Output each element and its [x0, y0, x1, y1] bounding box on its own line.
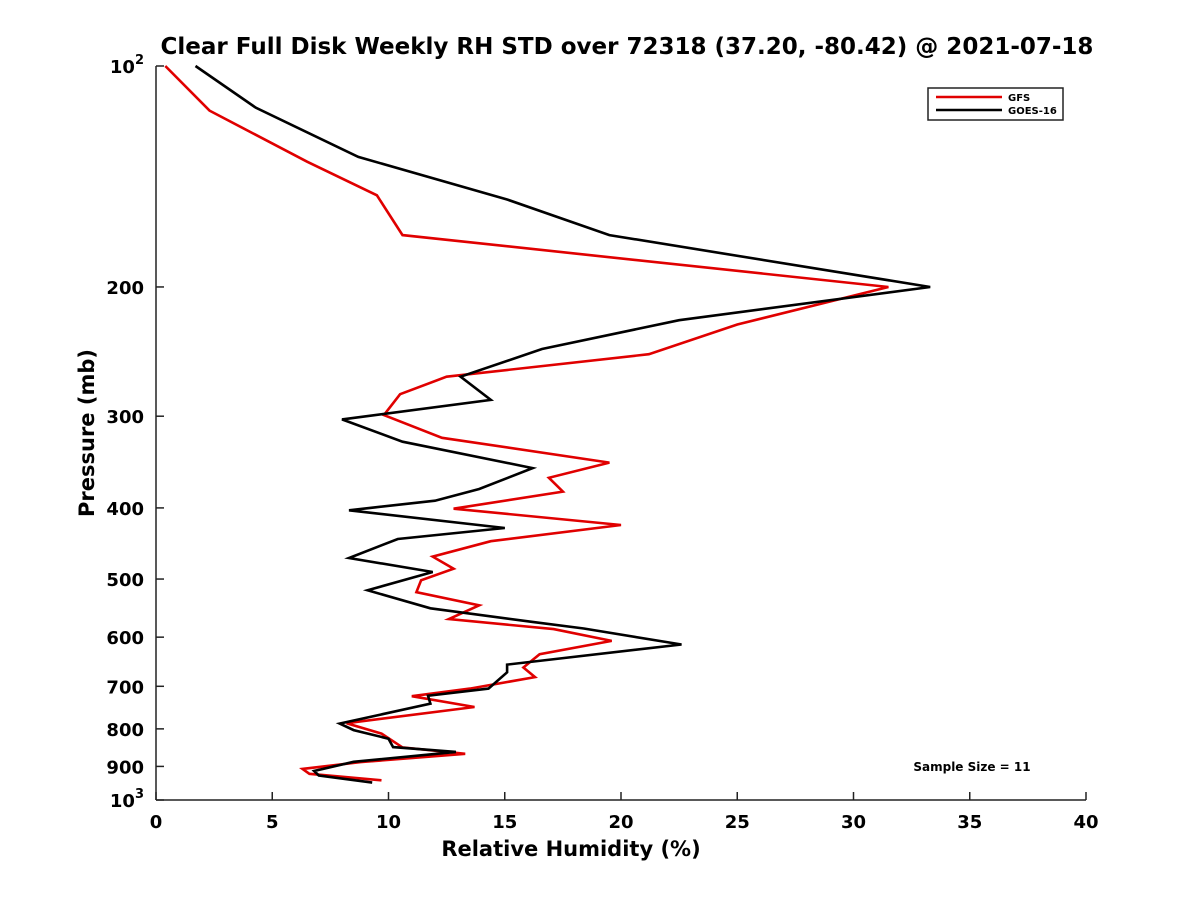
series-layer	[164, 64, 931, 784]
y-tick-label: 103	[110, 787, 144, 812]
series-line-goes-16	[194, 64, 931, 784]
y-tick-label: 400	[106, 499, 144, 520]
y-tick-label: 500	[106, 570, 144, 591]
legend-box	[927, 87, 1064, 121]
x-tick-label: 35	[957, 812, 982, 833]
series-line-gfs	[164, 65, 889, 782]
y-tick-label: 700	[106, 677, 144, 698]
legend: GFS GOES-16	[927, 87, 1064, 121]
y-tick-label: 102	[110, 53, 144, 78]
y-tick-label: 600	[106, 628, 144, 649]
x-tick-label: 25	[725, 812, 750, 833]
y-tick-label: 900	[106, 757, 144, 778]
x-tick-label: 40	[1073, 812, 1098, 833]
chart-title: Clear Full Disk Weekly RH STD over 72318…	[161, 34, 1094, 60]
y-tick-label: 800	[106, 720, 144, 741]
legend-label-gfs: GFS	[1008, 93, 1030, 104]
y-axis-label: Pressure (mb)	[75, 349, 99, 517]
legend-label-goes-16: GOES-16	[1008, 106, 1057, 117]
sample-size-annotation: Sample Size = 11	[913, 760, 1030, 774]
x-tick-label: 15	[492, 812, 517, 833]
y-tick-label: 300	[106, 407, 144, 428]
x-tick-label: 5	[266, 812, 279, 833]
axes-layer: 0 5 10 15 20 25 30 35 40 102 200 300 400 500 600 700 800…	[106, 53, 1098, 833]
x-tick-label: 0	[150, 812, 163, 833]
x-tick-label: 30	[841, 812, 866, 833]
x-tick-label: 20	[608, 812, 633, 833]
x-axis-label: Relative Humidity (%)	[441, 837, 700, 861]
y-tick-label: 200	[106, 278, 144, 299]
x-tick-label: 10	[376, 812, 401, 833]
